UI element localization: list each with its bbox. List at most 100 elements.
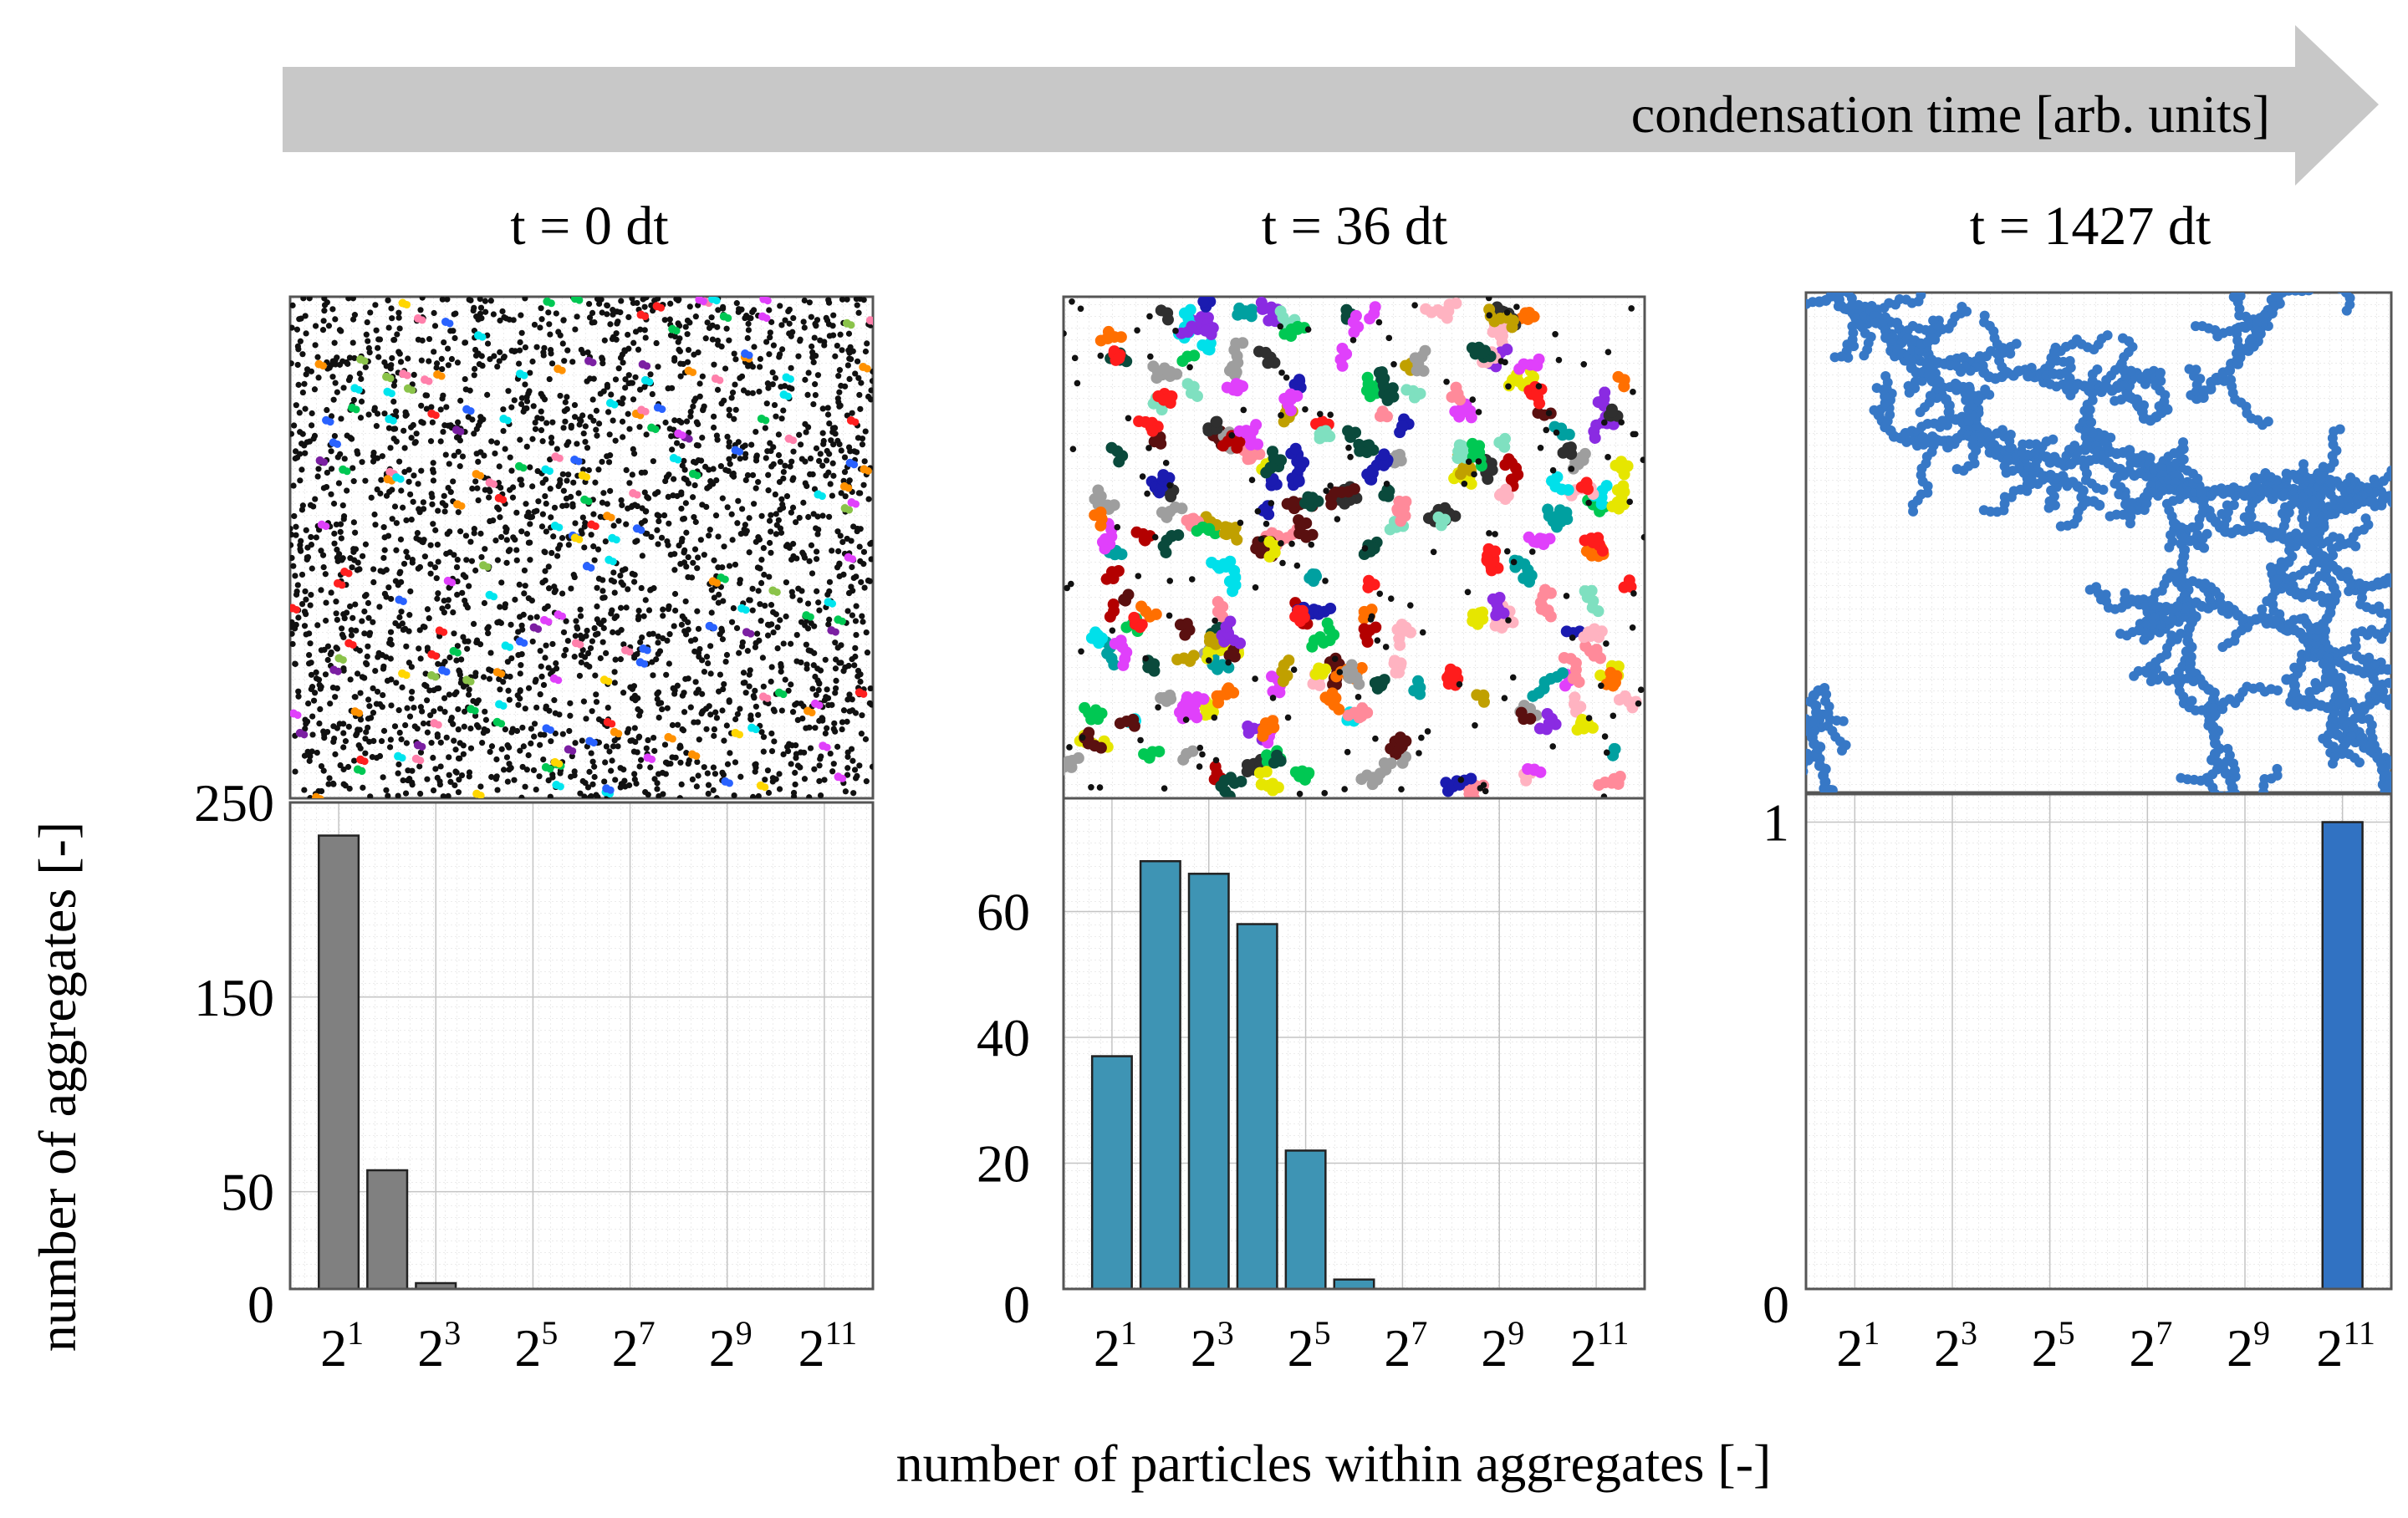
aggregate-particle xyxy=(1482,473,1494,486)
small-aggregate xyxy=(386,374,395,383)
particle xyxy=(1465,458,1472,466)
particle xyxy=(620,434,626,441)
particle xyxy=(571,768,578,775)
particle xyxy=(389,516,395,522)
small-aggregate xyxy=(440,628,448,636)
particle xyxy=(695,554,701,561)
particle xyxy=(642,334,649,341)
particle xyxy=(398,736,405,743)
particle xyxy=(631,692,639,699)
small-aggregate xyxy=(555,523,564,532)
particle xyxy=(1411,302,1418,308)
particle xyxy=(341,456,348,462)
small-aggregate xyxy=(763,314,771,323)
particle xyxy=(440,392,446,399)
aggregate-particle xyxy=(1135,600,1148,613)
particle xyxy=(431,687,437,694)
particle xyxy=(408,435,415,441)
small-aggregate xyxy=(589,739,598,747)
particle xyxy=(809,570,816,577)
particle xyxy=(362,750,369,756)
small-aggregate xyxy=(831,628,839,636)
particle xyxy=(430,469,437,476)
particle xyxy=(533,507,540,514)
small-aggregate xyxy=(478,333,487,341)
particle xyxy=(671,623,677,629)
particle xyxy=(505,548,513,554)
particle xyxy=(1637,686,1645,693)
particle xyxy=(844,765,851,772)
particle xyxy=(859,436,866,442)
particle xyxy=(593,691,599,698)
particle xyxy=(538,523,546,530)
particle xyxy=(569,359,576,365)
particle xyxy=(576,421,583,428)
particle xyxy=(597,655,604,662)
particle xyxy=(1419,629,1426,636)
particle xyxy=(537,324,543,331)
particle xyxy=(669,721,676,729)
particle xyxy=(774,624,781,631)
particle xyxy=(428,740,435,746)
particle xyxy=(678,621,685,628)
particle xyxy=(518,528,525,535)
particle xyxy=(301,380,308,387)
particle xyxy=(437,438,444,445)
particle xyxy=(515,701,522,708)
particle xyxy=(834,342,840,349)
particle xyxy=(625,372,632,379)
particle xyxy=(610,743,617,750)
particle xyxy=(1630,389,1636,395)
particle xyxy=(551,504,559,511)
particle xyxy=(373,327,380,334)
particle xyxy=(462,532,470,539)
particle xyxy=(555,329,562,335)
particle xyxy=(594,546,602,553)
particle xyxy=(611,589,618,596)
particle xyxy=(661,512,668,519)
particle xyxy=(717,671,724,678)
particle xyxy=(768,447,774,455)
particle xyxy=(1096,784,1104,791)
particle xyxy=(643,745,650,751)
particle xyxy=(385,584,392,591)
particle xyxy=(746,314,753,322)
particle xyxy=(392,408,400,415)
aggregate-particle xyxy=(1533,722,1546,735)
particle xyxy=(584,349,591,356)
particle xyxy=(411,440,418,446)
particle xyxy=(584,445,591,451)
particle xyxy=(1147,353,1154,360)
aggregate-particle xyxy=(1203,344,1216,356)
particle xyxy=(330,738,337,746)
small-aggregate xyxy=(783,392,792,400)
particle xyxy=(348,632,355,639)
aggregate-particle xyxy=(1489,545,1502,558)
particle xyxy=(768,318,775,325)
particle xyxy=(1196,744,1204,751)
particle xyxy=(387,655,394,662)
particle xyxy=(400,504,406,511)
particle xyxy=(620,641,627,648)
particle xyxy=(729,537,736,543)
small-aggregate xyxy=(672,327,681,335)
small-aggregate xyxy=(519,464,528,472)
particle xyxy=(512,596,518,603)
particle xyxy=(766,307,773,313)
particle xyxy=(804,665,810,672)
particle xyxy=(610,311,616,318)
particle xyxy=(410,421,416,429)
particle xyxy=(775,517,782,523)
particle xyxy=(471,304,477,311)
particle xyxy=(323,617,329,624)
particle xyxy=(1336,669,1344,675)
particle xyxy=(1290,666,1298,674)
particle xyxy=(347,374,354,381)
particle xyxy=(518,662,524,669)
particle xyxy=(793,631,800,639)
particle xyxy=(361,630,368,637)
particle xyxy=(654,695,661,702)
particle xyxy=(309,410,315,417)
aggregate-particle xyxy=(1113,456,1125,468)
small-aggregate xyxy=(322,522,330,531)
